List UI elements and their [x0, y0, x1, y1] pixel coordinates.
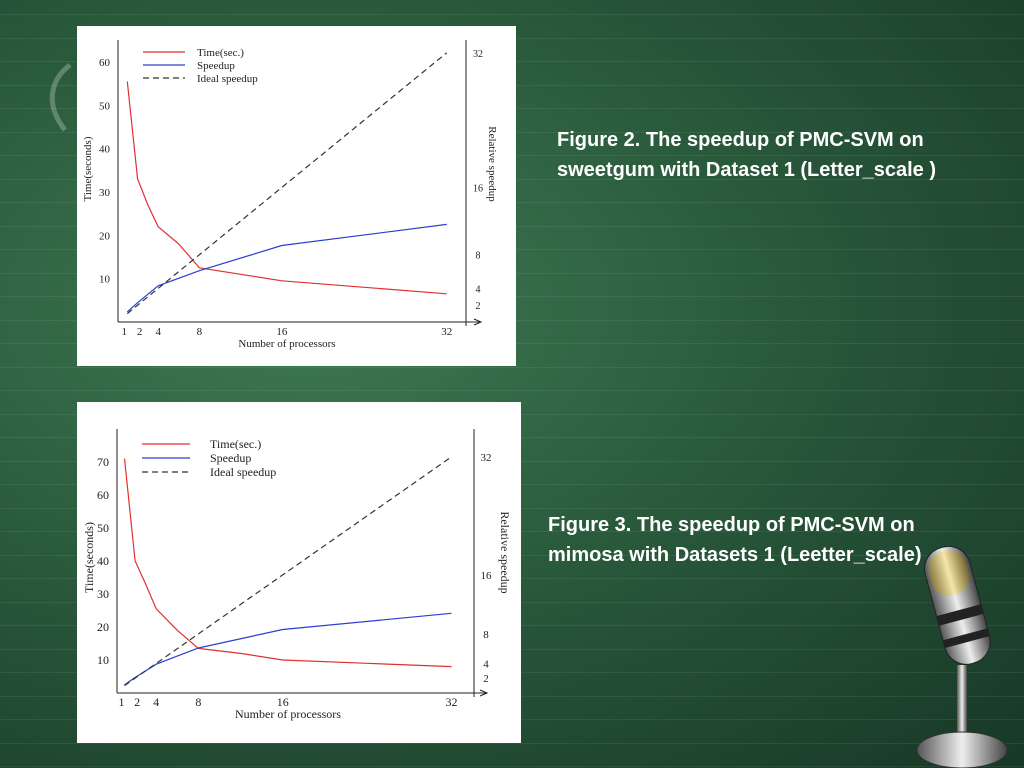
y2-axis-label: Relative speedup [486, 126, 498, 202]
background-stripe [0, 766, 1024, 767]
y2-tick-label: 2 [483, 673, 489, 685]
x-tick-label: 8 [195, 695, 201, 709]
time-series-line [123, 458, 452, 668]
background-stripe [0, 743, 1024, 744]
x-axis-arrow [473, 318, 483, 326]
x-tick-label: 32 [441, 326, 452, 338]
microphone-icon [916, 545, 1008, 768]
legend-label: Time(sec.) [197, 47, 244, 59]
y-tick-label: 20 [97, 620, 109, 634]
y-tick-label: 50 [99, 100, 111, 112]
x-tick-label: 16 [277, 695, 289, 709]
y-tick-label: 40 [97, 554, 109, 568]
y2-tick-label: 16 [481, 570, 493, 582]
speedup-series-line [126, 223, 447, 313]
legend-label: Ideal speedup [210, 465, 276, 479]
background-stripe [0, 14, 1024, 15]
background-stripe [0, 390, 1024, 391]
y2-tick-label: 4 [483, 658, 489, 670]
y2-tick-label: 2 [476, 301, 481, 312]
x-tick-label: 4 [155, 326, 161, 338]
y-axis-label: Time(seconds) [82, 136, 94, 201]
y2-tick-label: 4 [476, 284, 481, 295]
y2-tick-label: 32 [473, 49, 483, 60]
x-tick-label: 8 [197, 326, 203, 338]
y2-tick-label: 8 [476, 251, 481, 262]
chart-panel-figure-3: 10 20 30 40 50 60 70 2 4 8 16 32 1 2 4 8 16 32 Number of p… [77, 402, 521, 743]
ideal-speedup-series-line [126, 52, 448, 315]
legend-label: Speedup [210, 451, 251, 465]
figure-2-caption: Figure 2. The speedup of PMC-SVM on swee… [557, 129, 937, 181]
figure-3-caption: Figure 3. The speedup of PMC-SVM on mimo… [548, 514, 922, 566]
y2-tick-label: 16 [473, 183, 483, 194]
y-tick-label: 40 [99, 144, 111, 156]
x-tick-label: 16 [276, 326, 288, 338]
ideal-speedup-series-line [124, 456, 452, 687]
x-tick-label: 1 [122, 326, 128, 338]
legend-label: Speedup [197, 60, 235, 72]
y-tick-label: 10 [99, 274, 111, 286]
speedup-series-line [124, 612, 452, 686]
y2-tick-label: 32 [481, 452, 492, 464]
y-axis-label: Time(seconds) [82, 522, 96, 593]
y-tick-label: 60 [97, 488, 109, 502]
x-axis-label: Number of processors [235, 707, 341, 721]
x-tick-label: 1 [119, 695, 125, 709]
x-axis-label: Number of processors [238, 338, 335, 350]
x-tick-label: 32 [445, 695, 457, 709]
legend-label: Time(sec.) [210, 437, 261, 451]
x-tick-label: 2 [137, 326, 143, 338]
chart-panel-figure-2: 10 20 30 40 50 60 2 4 8 16 32 1 2 4 8 16 32 Number of pro… [77, 26, 516, 366]
y-tick-label: 10 [97, 653, 109, 667]
y-tick-label: 70 [97, 455, 109, 469]
y-tick-label: 30 [97, 587, 109, 601]
y2-tick-label: 8 [483, 629, 489, 641]
x-tick-label: 4 [153, 695, 159, 709]
y2-axis-label: Relative speedup [498, 511, 512, 593]
y-tick-label: 30 [99, 187, 111, 199]
y-tick-label: 60 [99, 57, 111, 69]
swoosh-decoration [49, 63, 72, 132]
x-tick-label: 2 [134, 695, 140, 709]
y-tick-label: 20 [99, 230, 111, 242]
y-tick-label: 50 [97, 521, 109, 535]
time-series-line [126, 81, 447, 295]
legend-label: Ideal speedup [197, 73, 258, 85]
x-axis-arrow [479, 689, 489, 697]
background-stripe [0, 367, 1024, 368]
